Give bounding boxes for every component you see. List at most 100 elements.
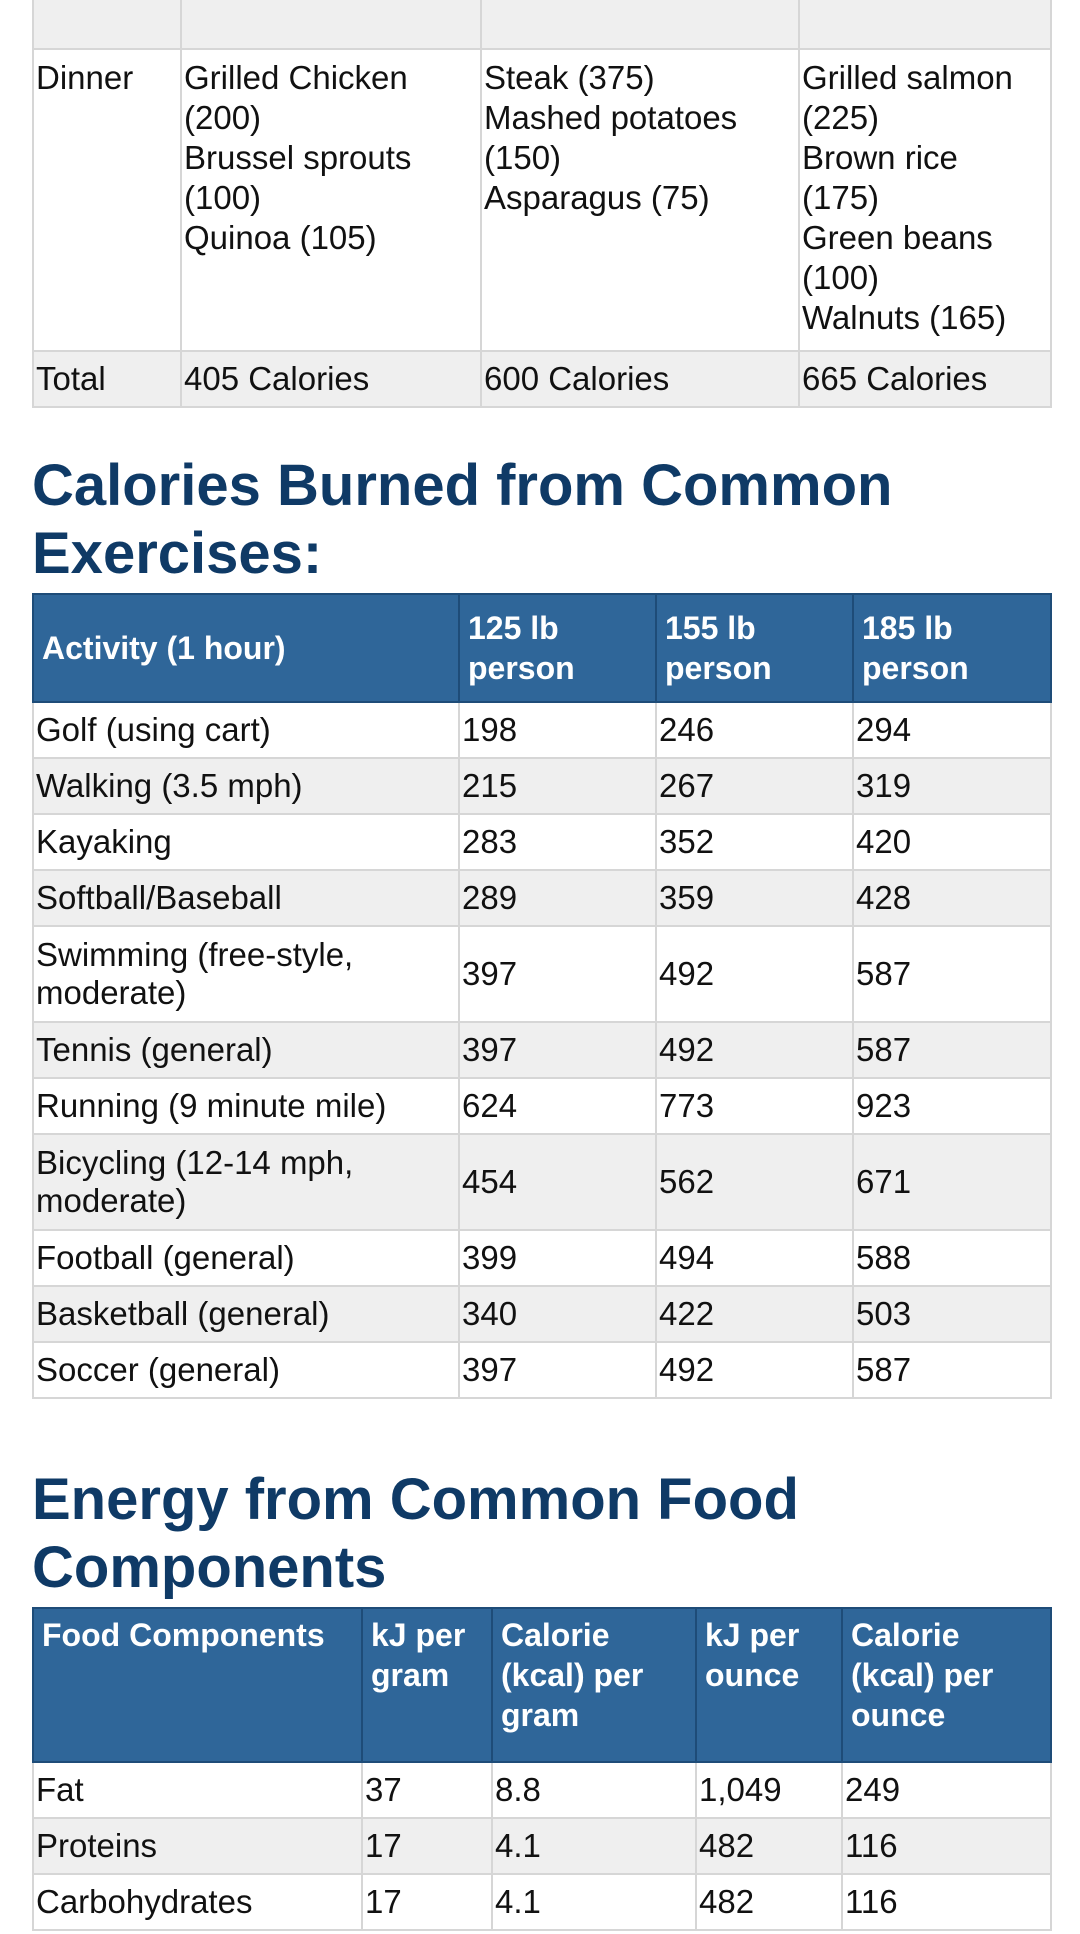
meal-item: Green beans (802, 219, 993, 256)
table-cell: 4.1 (491, 1817, 697, 1875)
table-cell: 294 (852, 701, 1052, 759)
table-row: Fat 37 8.8 1,049 249 (32, 1761, 1052, 1819)
meal-item: Mashed potatoes (484, 99, 738, 136)
total-label: Total (32, 350, 182, 408)
meal-item: Walnuts (165) (802, 299, 1007, 336)
row-label: Running (9 minute mile) (32, 1077, 460, 1135)
heading-line: Exercises: (32, 521, 323, 586)
table-row: Tennis (general) 397 492 587 (32, 1021, 1052, 1079)
meal-item: (100) (802, 259, 880, 296)
heading-line: Energy from Common Food (32, 1467, 799, 1532)
table-cell: 492 (655, 925, 854, 1023)
row-label: Walking (3.5 mph) (32, 757, 460, 815)
meal-item: (175) (802, 179, 880, 216)
energy-heading: Energy from Common Food Components (32, 1466, 799, 1602)
table-cell: 587 (852, 1341, 1052, 1399)
meal-plan-table: Dinner Grilled Chicken (200) Brussel spr… (32, 0, 1052, 408)
row-label: Basketball (general) (32, 1285, 460, 1343)
table-cell: 397 (458, 1021, 657, 1079)
heading-line: Components (32, 1535, 387, 1600)
row-label: Soccer (general) (32, 1341, 460, 1399)
table-cell: 923 (852, 1077, 1052, 1135)
dinner-label: Dinner (32, 48, 182, 352)
meal-item: Asparagus (75) (484, 179, 710, 216)
dinner-row: Dinner Grilled Chicken (200) Brussel spr… (32, 48, 1052, 352)
table-cell: 17 (361, 1817, 493, 1875)
dinner-col1: Grilled Chicken (200) Brussel sprouts (1… (180, 48, 482, 352)
table-row: Bicycling (12-14 mph, moderate) 454 562 671 (32, 1133, 1052, 1231)
table-cell: 198 (458, 701, 657, 759)
table-cell: 1,049 (695, 1761, 843, 1819)
table-row: Running (9 minute mile) 624 773 923 (32, 1077, 1052, 1135)
meal-item: (225) (802, 99, 880, 136)
table-cell: 215 (458, 757, 657, 815)
table-cell: 359 (655, 869, 854, 927)
table-cell: 773 (655, 1077, 854, 1135)
table-cell: 503 (852, 1285, 1052, 1343)
table-cell: 671 (852, 1133, 1052, 1231)
row-label: Proteins (32, 1817, 363, 1875)
table-cell: 283 (458, 813, 657, 871)
energy-table-body: Fat 37 8.8 1,049 249 Proteins 17 4.1 482 116 Carbo… (32, 1761, 1052, 1931)
table-cell: 587 (852, 925, 1052, 1023)
table-cell: 116 (841, 1817, 1052, 1875)
table-cell: 4.1 (491, 1873, 697, 1931)
table-cell: 37 (361, 1761, 493, 1819)
table-cell: 420 (852, 813, 1052, 871)
row-label: Carbohydrates (32, 1873, 363, 1931)
total-value: 405 Calories (180, 350, 482, 408)
column-header: 155 lb person (655, 593, 854, 703)
meal-item: Grilled salmon (802, 59, 1013, 96)
table-cell: 492 (655, 1341, 854, 1399)
table-cell: 482 (695, 1873, 843, 1931)
row-label: Bicycling (12-14 mph, moderate) (32, 1133, 460, 1231)
dinner-col3: Grilled salmon (225) Brown rice (175) Gr… (798, 48, 1052, 352)
table-row: Kayaking 283 352 420 (32, 813, 1052, 871)
table-cell: 249 (841, 1761, 1052, 1819)
row-label: Fat (32, 1761, 363, 1819)
table-cell: 397 (458, 1341, 657, 1399)
table-cell: 492 (655, 1021, 854, 1079)
meal-item: (150) (484, 139, 562, 176)
row-label: Tennis (general) (32, 1021, 460, 1079)
table-cell: 588 (852, 1229, 1052, 1287)
table-row: Proteins 17 4.1 482 116 (32, 1817, 1052, 1875)
table-cell: 340 (458, 1285, 657, 1343)
column-header: Food Components (32, 1607, 363, 1763)
meal-item: Quinoa (105) (184, 219, 377, 256)
table-cell: 267 (655, 757, 854, 815)
table-cell: 399 (458, 1229, 657, 1287)
column-header: Calorie (kcal) per gram (491, 1607, 697, 1763)
exercise-table-body: Golf (using cart) 198 246 294 Walking (3.5 m… (32, 701, 1052, 1399)
column-header: kJ per gram (361, 1607, 493, 1763)
meal-item: Steak (375) (484, 59, 655, 96)
table-row: Walking (3.5 mph) 215 267 319 (32, 757, 1052, 815)
meal-item: Brussel sprouts (184, 139, 412, 176)
exercise-heading: Calories Burned from Common Exercises: (32, 452, 892, 588)
table-row: Softball/Baseball 289 359 428 (32, 869, 1052, 927)
exercise-calories-table: Activity (1 hour) 125 lb person 155 lb p… (32, 593, 1052, 1399)
total-row: Total 405 Calories 600 Calories 665 Calo… (32, 350, 1052, 408)
table-cell: 17 (361, 1873, 493, 1931)
table-header-row: Activity (1 hour) 125 lb person 155 lb p… (32, 593, 1052, 703)
column-header: 125 lb person (458, 593, 657, 703)
table-cell: 8.8 (491, 1761, 697, 1819)
heading-line: Calories Burned from Common (32, 453, 893, 518)
column-header: 185 lb person (852, 593, 1052, 703)
column-header: Activity (1 hour) (32, 593, 460, 703)
meal-item: (200) (184, 99, 262, 136)
table-row: Golf (using cart) 198 246 294 (32, 701, 1052, 759)
food-energy-table: Food Components kJ per gram Calorie (kca… (32, 1607, 1052, 1931)
meal-item: (100) (184, 179, 262, 216)
table-row: Football (general) 399 494 588 (32, 1229, 1052, 1287)
row-label: Softball/Baseball (32, 869, 460, 927)
row-label: Swimming (free-style, moderate) (32, 925, 460, 1023)
row-label: Golf (using cart) (32, 701, 460, 759)
table-header-row: Food Components kJ per gram Calorie (kca… (32, 1607, 1052, 1763)
table-cell: 422 (655, 1285, 854, 1343)
row-label: Football (general) (32, 1229, 460, 1287)
table-cell: 246 (655, 701, 854, 759)
row-label: Kayaking (32, 813, 460, 871)
table-cell: 289 (458, 869, 657, 927)
